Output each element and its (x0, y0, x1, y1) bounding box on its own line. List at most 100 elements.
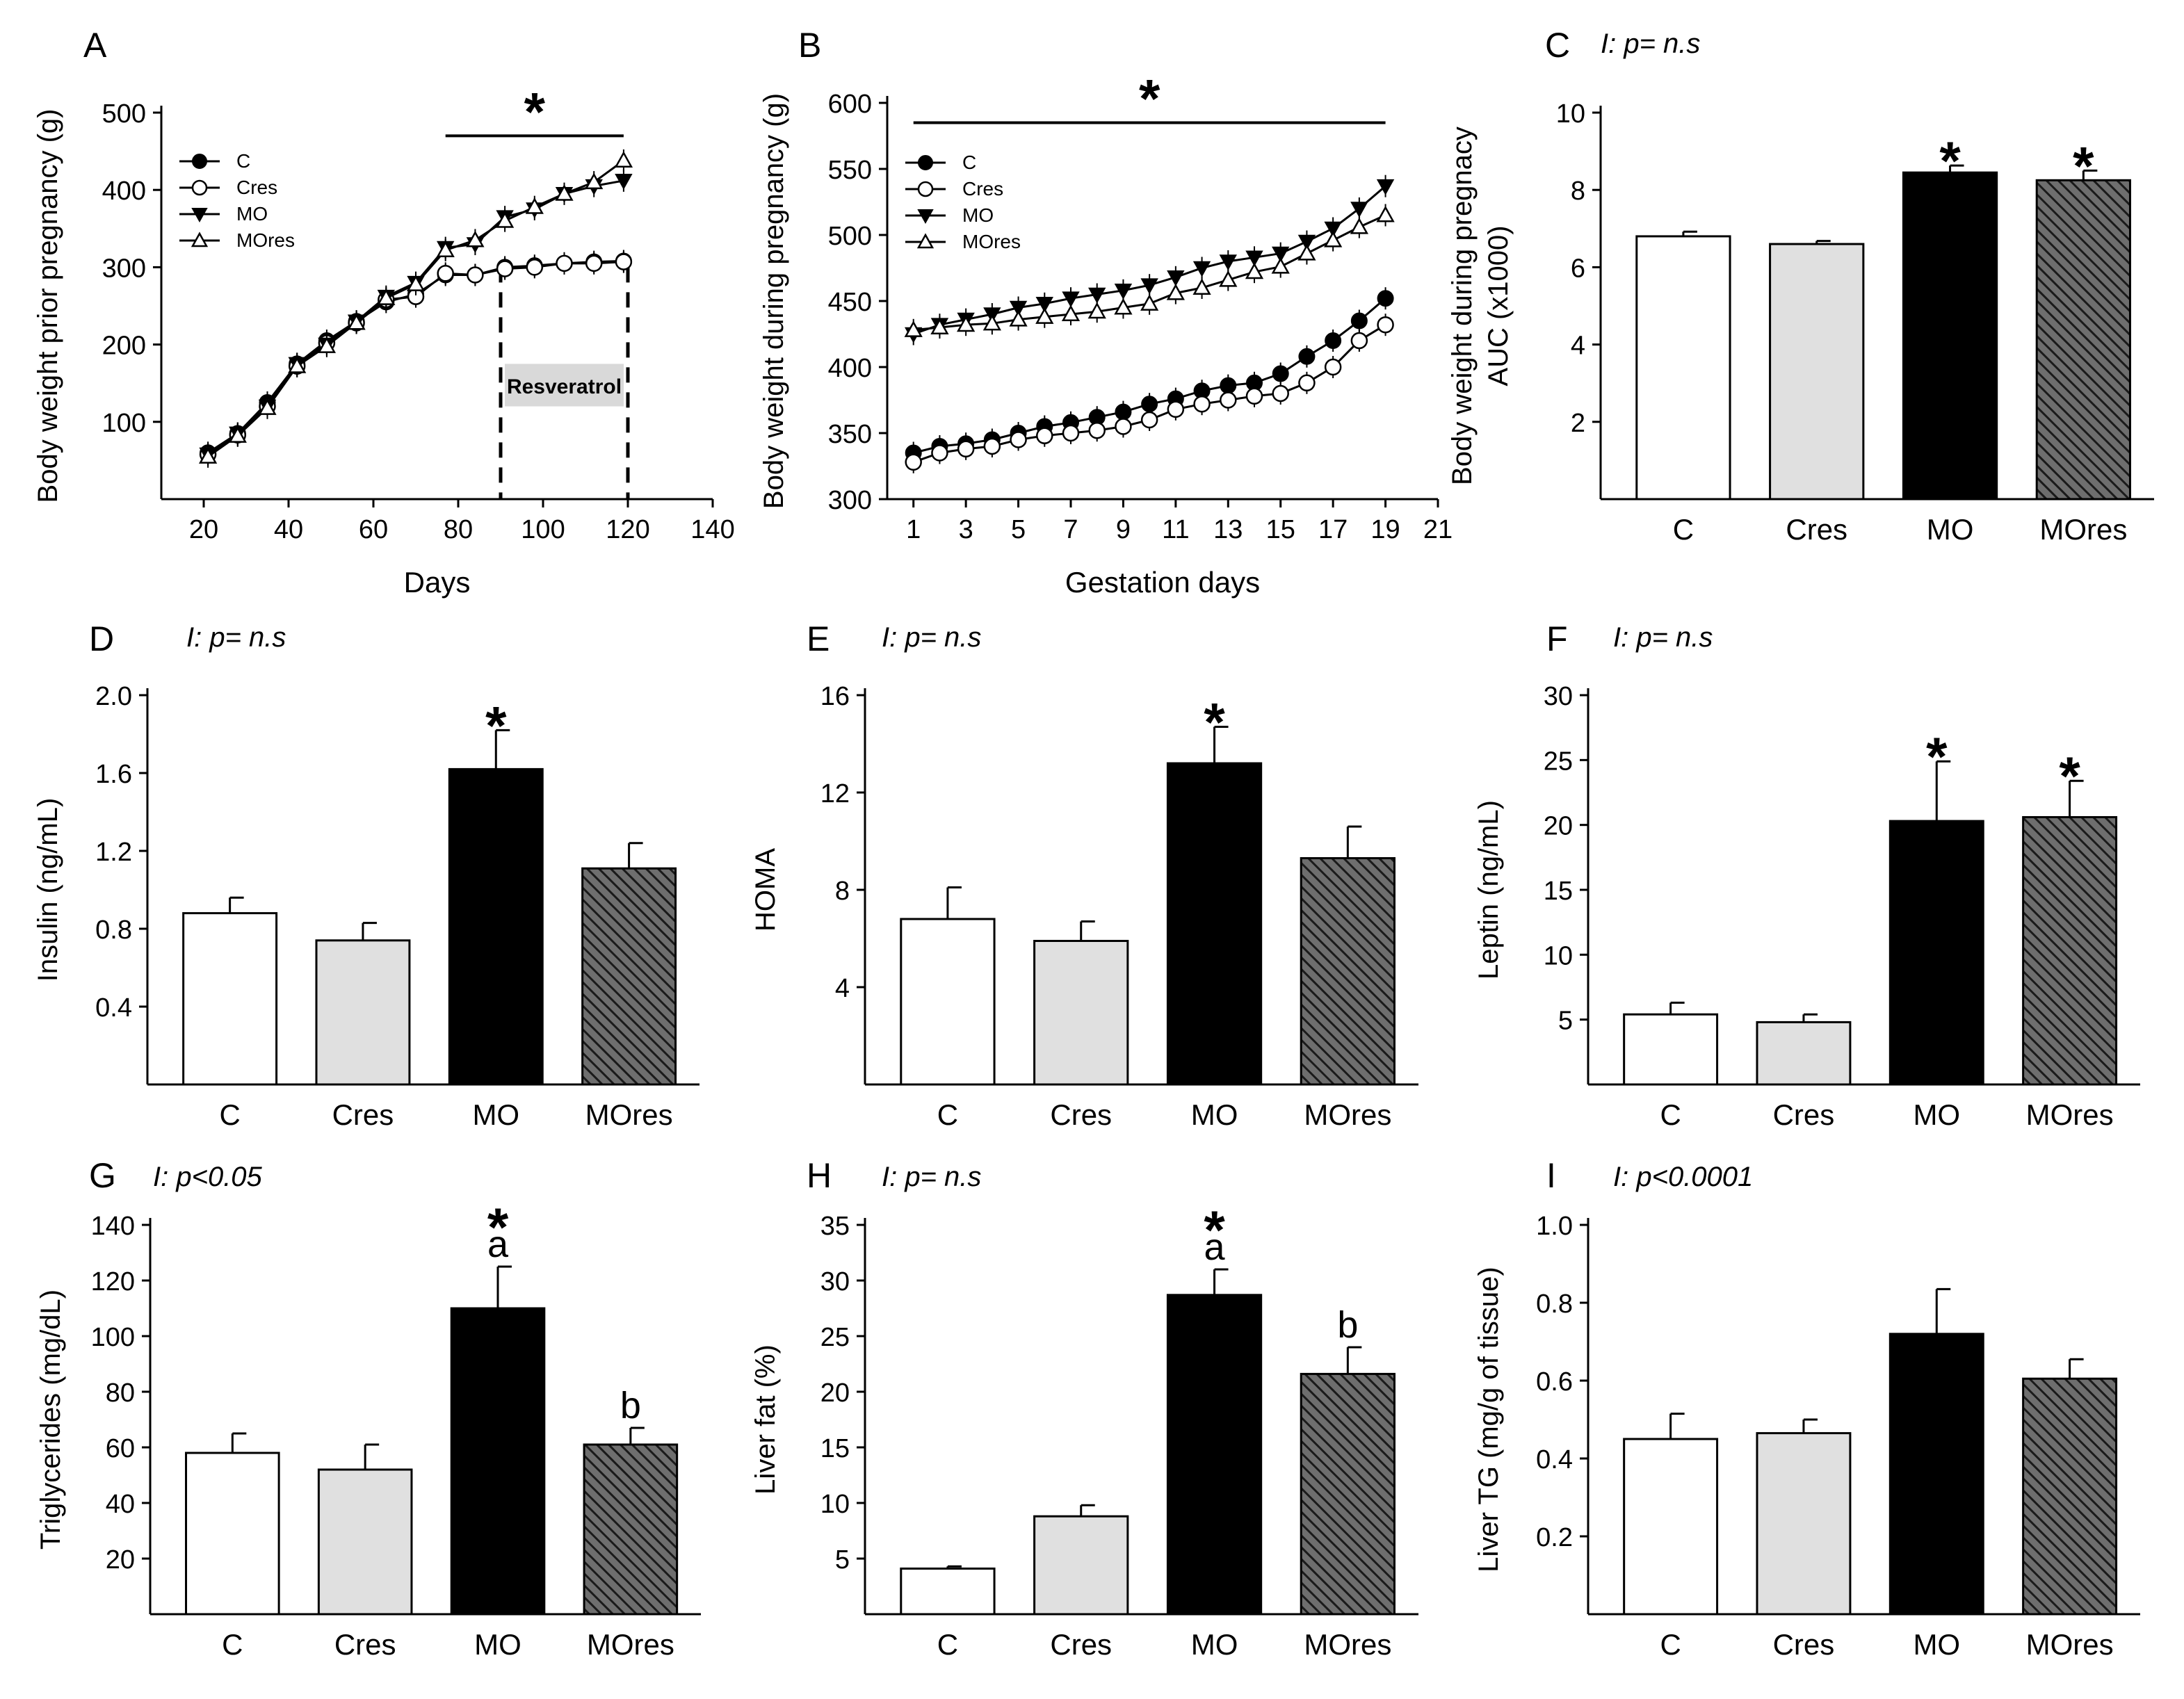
bar-MO (1888, 820, 1984, 1086)
y-tick-label: 5 (1558, 1007, 1573, 1036)
marker-open-triangle (288, 357, 307, 373)
y-tick-label: 25 (820, 1323, 850, 1352)
y-tick-label: 25 (1544, 747, 1573, 776)
x-tick-label: Cres (1786, 513, 1847, 546)
panel-C: C I: p= n.s 2 4 6 8 10 Body weight during pregn… (1447, 26, 2154, 546)
legend-entry: MOres (236, 229, 295, 251)
marker-filled-triangle (1350, 202, 1368, 218)
y-axis-label: Liver fat (%) (750, 1344, 781, 1495)
marker-filled-triangle (1219, 254, 1237, 271)
y-tick-label: 550 (828, 156, 872, 185)
marker-open-triangle (1350, 218, 1368, 234)
y-tick-label: 0.2 (1536, 1523, 1573, 1552)
x-tick-label: 21 (1423, 515, 1453, 544)
marker-open-triangle (191, 231, 209, 247)
bar-MO (1902, 171, 1998, 501)
marker-open-triangle (317, 336, 337, 353)
y-axis-label: Body weight during pregnancy (g) (759, 93, 789, 509)
marker-open-circle (496, 260, 514, 277)
x-tick-label: Cres (1773, 1628, 1835, 1661)
marker-filled-triangle (1192, 261, 1211, 277)
panel-E: E I: p= n.s 4 8 12 16 HOMA C Cres MO * MOres (750, 619, 1418, 1131)
x-tick-label: MO (1191, 1098, 1238, 1131)
y-tick-label: 100 (91, 1323, 135, 1352)
bar-MOres (2035, 179, 2131, 501)
y-tick-label: 0.6 (1536, 1367, 1573, 1397)
bar-C (900, 918, 996, 1086)
bar-Cres (1033, 940, 1129, 1086)
x-tick-label: 140 (690, 515, 734, 544)
marker-filled-triangle (1114, 284, 1133, 300)
legend-entry: MO (962, 204, 994, 226)
panel-A: A 100 200 300 400 500 20 40 60 80 100 120 140 Body we… (33, 26, 735, 599)
panel-label: C (1545, 26, 1570, 65)
marker-open-circle (1298, 374, 1316, 392)
interaction-annotation: I: p= n.s (1613, 622, 1713, 653)
y-tick-label: 140 (91, 1212, 135, 1241)
marker-open-circle (1245, 387, 1263, 405)
legend-entry: MO (236, 203, 268, 225)
x-tick-label: Cres (1050, 1098, 1112, 1131)
bar-MOres (1300, 1372, 1396, 1616)
bar-MOres (1300, 857, 1396, 1086)
marker-open-circle (905, 453, 922, 471)
bar-MO (450, 1307, 546, 1616)
marker-filled-circle (1272, 365, 1289, 382)
marker-filled-circle (192, 154, 207, 169)
y-tick-label: 200 (102, 332, 146, 361)
y-tick-label: 15 (820, 1434, 850, 1463)
marker-filled-triangle (615, 174, 633, 190)
marker-open-triangle (916, 233, 935, 249)
marker-open-triangle (904, 320, 923, 337)
marker-open-circle (526, 259, 544, 276)
bar-MOres (2022, 1377, 2118, 1616)
panel-label: A (83, 26, 107, 65)
bar-C (1623, 1438, 1719, 1616)
x-tick-label: Cres (332, 1098, 394, 1131)
x-tick-label: MOres (2026, 1098, 2114, 1131)
x-tick-label: 15 (1266, 515, 1295, 544)
y-tick-label: 5 (835, 1545, 850, 1575)
x-tick-label: 80 (444, 515, 473, 544)
legend-entry: C (236, 150, 250, 172)
y-tick-label: 300 (102, 254, 146, 283)
marker-open-circle (917, 181, 934, 197)
x-tick-label: MOres (2026, 1628, 2114, 1661)
panel-F: F I: p= n.s 5 10 15 20 25 30 Leptin (ng/mL) C Cres… (1473, 619, 2140, 1131)
x-axis-label: Gestation days (1065, 566, 1260, 599)
panel-D: D I: p= n.s 0.4 0.8 1.2 1.6 2.0 Insulin (ng/mL)… (33, 619, 699, 1131)
marker-open-circle (1350, 332, 1368, 350)
marker-filled-triangle (1245, 250, 1263, 267)
resveratrol-label: Resveratrol (507, 375, 622, 398)
y-tick-label: 4 (835, 974, 850, 1003)
y-tick-label: 120 (91, 1267, 135, 1296)
marker-open-circle (1115, 418, 1132, 435)
y-tick-label: 2.0 (95, 682, 132, 711)
marker-filled-triangle (191, 208, 208, 223)
x-tick-label: C (222, 1628, 243, 1661)
interaction-annotation: I: p= n.s (882, 1162, 981, 1192)
marker-open-triangle (1376, 205, 1395, 222)
significance-star: * (2073, 135, 2094, 196)
bar-MO (448, 767, 544, 1086)
y-tick-label: 6 (1571, 254, 1585, 283)
bar-Cres (1769, 243, 1865, 501)
significance-star: * (1939, 130, 1961, 191)
y-tick-label: 30 (1544, 682, 1573, 711)
x-tick-label: 13 (1213, 515, 1243, 544)
x-tick-label: MOres (587, 1628, 674, 1661)
y-tick-label: 100 (102, 409, 146, 438)
marker-open-circle (1140, 411, 1158, 429)
x-tick-label: 100 (521, 515, 565, 544)
y-tick-label: 30 (820, 1267, 850, 1296)
y-tick-label: 20 (1544, 812, 1573, 841)
x-tick-label: Cres (334, 1628, 396, 1661)
marker-open-circle (191, 179, 208, 196)
marker-filled-circle (918, 155, 933, 170)
x-tick-label: 7 (1063, 515, 1078, 544)
marker-open-triangle (258, 398, 277, 415)
x-tick-label: 120 (606, 515, 649, 544)
panel-label: G (89, 1156, 116, 1195)
marker-open-triangle (1035, 307, 1054, 324)
interaction-annotation: I: p= n.s (1601, 29, 1700, 59)
